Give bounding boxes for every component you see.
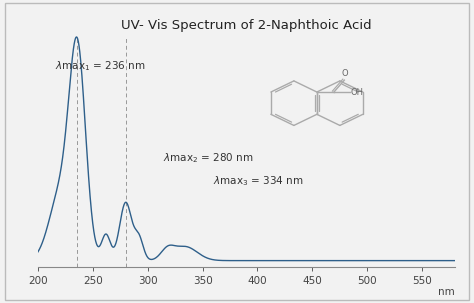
Text: O: O — [342, 69, 348, 78]
Text: nm: nm — [438, 287, 455, 297]
Title: UV- Vis Spectrum of 2-Naphthoic Acid: UV- Vis Spectrum of 2-Naphthoic Acid — [121, 19, 372, 32]
Text: $\lambda$max$_1$ = 236 nm: $\lambda$max$_1$ = 236 nm — [55, 59, 145, 73]
Text: $\lambda$max$_2$ = 280 nm: $\lambda$max$_2$ = 280 nm — [163, 152, 254, 165]
Text: OH: OH — [351, 88, 364, 97]
Text: $\lambda$max$_3$ = 334 nm: $\lambda$max$_3$ = 334 nm — [213, 175, 303, 188]
